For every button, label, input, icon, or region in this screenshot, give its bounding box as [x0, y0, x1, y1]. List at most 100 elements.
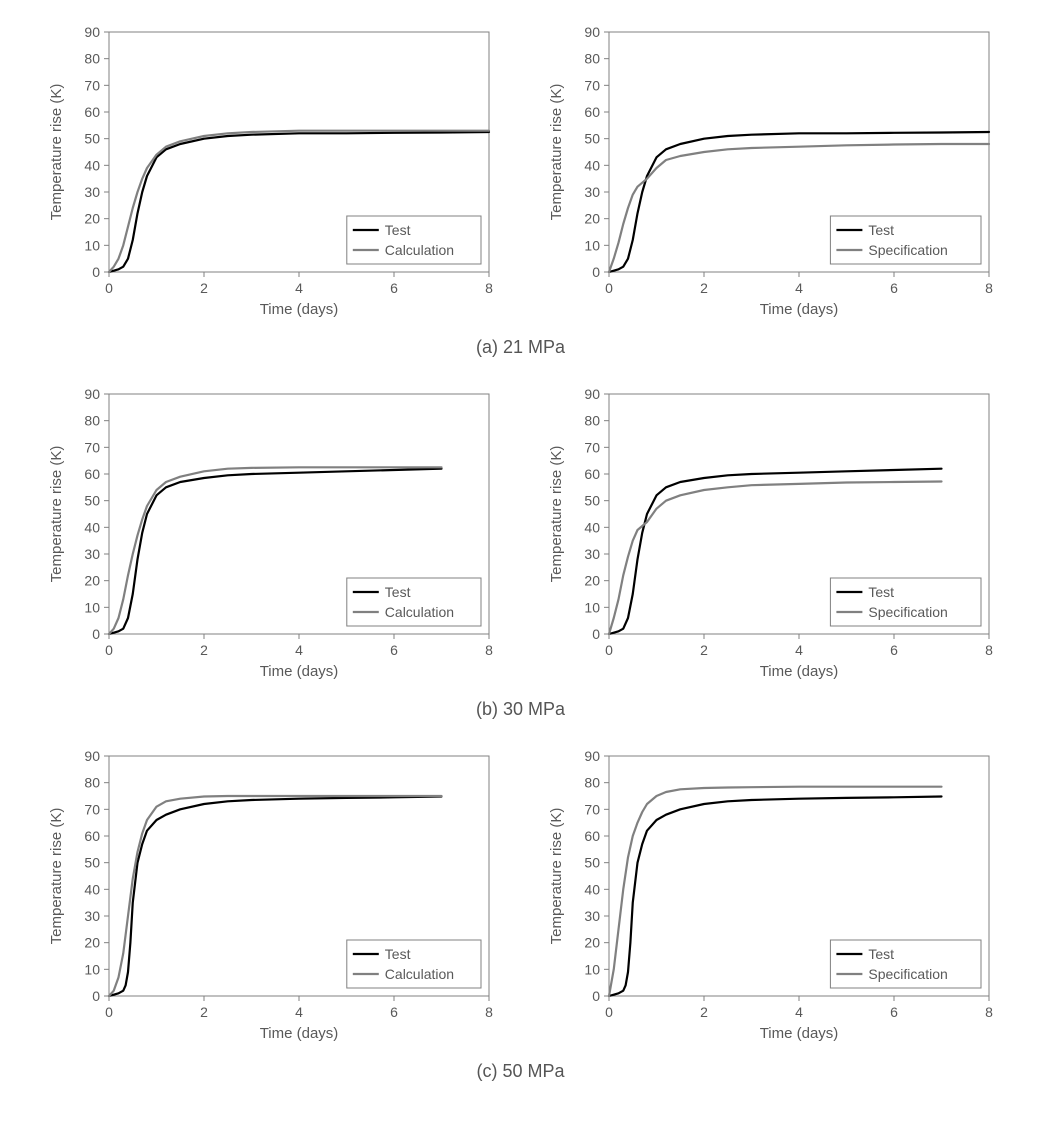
xtick-label: 4	[795, 1004, 803, 1020]
xtick-label: 6	[390, 280, 398, 296]
legend-label: Calculation	[384, 604, 453, 620]
ytick-label: 40	[584, 881, 600, 897]
ytick-label: 70	[584, 801, 600, 817]
ytick-label: 90	[584, 24, 600, 40]
xtick-label: 4	[295, 1004, 303, 1020]
ytick-label: 10	[584, 961, 600, 977]
ytick-label: 50	[84, 855, 100, 871]
ytick-label: 30	[584, 546, 600, 562]
xtick-label: 0	[605, 1004, 613, 1020]
ytick-label: 10	[84, 961, 100, 977]
ytick-label: 80	[84, 413, 100, 429]
chart-panel: 010203040506070809002468Time (days)Tempe…	[541, 382, 1001, 687]
xtick-label: 2	[700, 1004, 708, 1020]
ytick-label: 60	[584, 466, 600, 482]
ytick-label: 10	[584, 237, 600, 253]
yaxis-title: Temperature rise (K)	[548, 808, 565, 945]
xtick-label: 4	[795, 280, 803, 296]
chart-svg: 010203040506070809002468Time (days)Tempe…	[541, 20, 1001, 320]
legend-label: Calculation	[384, 966, 453, 982]
legend: TestSpecification	[830, 940, 981, 988]
ytick-label: 20	[584, 211, 600, 227]
xtick-label: 2	[200, 1004, 208, 1020]
ytick-label: 30	[84, 546, 100, 562]
legend-label: Test	[384, 584, 410, 600]
ytick-label: 30	[584, 184, 600, 200]
xaxis-title: Time (days)	[759, 663, 838, 680]
ytick-label: 0	[592, 264, 600, 280]
ytick-label: 60	[84, 104, 100, 120]
ytick-label: 70	[584, 439, 600, 455]
legend-label: Test	[384, 946, 410, 962]
yaxis-title: Temperature rise (K)	[48, 808, 65, 945]
xtick-label: 8	[485, 280, 493, 296]
ytick-label: 10	[584, 599, 600, 615]
chart-row: 010203040506070809002468Time (days)Tempe…	[20, 20, 1021, 325]
ytick-label: 90	[584, 748, 600, 764]
chart-svg: 010203040506070809002468Time (days)Tempe…	[541, 744, 1001, 1044]
ytick-label: 40	[584, 157, 600, 173]
ytick-label: 50	[584, 131, 600, 147]
xaxis-title: Time (days)	[759, 1025, 838, 1042]
ytick-label: 90	[584, 386, 600, 402]
ytick-label: 30	[84, 184, 100, 200]
xtick-label: 2	[200, 280, 208, 296]
chart-panel: 010203040506070809002468Time (days)Tempe…	[41, 382, 501, 687]
ytick-label: 30	[584, 908, 600, 924]
chart-svg: 010203040506070809002468Time (days)Tempe…	[41, 744, 501, 1044]
ytick-label: 30	[84, 908, 100, 924]
xtick-label: 6	[890, 280, 898, 296]
legend-label: Specification	[868, 966, 947, 982]
ytick-label: 60	[584, 828, 600, 844]
xtick-label: 6	[890, 642, 898, 658]
legend-label: Test	[868, 222, 894, 238]
ytick-label: 80	[584, 413, 600, 429]
legend-label: Specification	[868, 604, 947, 620]
ytick-label: 0	[92, 626, 100, 642]
xtick-label: 0	[105, 280, 113, 296]
yaxis-title: Temperature rise (K)	[48, 446, 65, 583]
ytick-label: 70	[84, 801, 100, 817]
ytick-label: 90	[84, 24, 100, 40]
legend-label: Test	[868, 584, 894, 600]
xtick-label: 6	[390, 642, 398, 658]
xtick-label: 4	[295, 642, 303, 658]
xtick-label: 8	[485, 642, 493, 658]
subfigure-caption: (a) 21 MPa	[20, 337, 1021, 358]
ytick-label: 50	[584, 493, 600, 509]
subfigure-caption: (b) 30 MPa	[20, 699, 1021, 720]
subfigure-caption: (c) 50 MPa	[20, 1061, 1021, 1082]
ytick-label: 70	[584, 77, 600, 93]
ytick-label: 0	[592, 626, 600, 642]
ytick-label: 0	[92, 264, 100, 280]
ytick-label: 80	[584, 51, 600, 67]
ytick-label: 90	[84, 386, 100, 402]
ytick-label: 90	[84, 748, 100, 764]
xtick-label: 4	[795, 642, 803, 658]
ytick-label: 60	[84, 466, 100, 482]
ytick-label: 80	[84, 51, 100, 67]
ytick-label: 70	[84, 77, 100, 93]
ytick-label: 60	[584, 104, 600, 120]
yaxis-title: Temperature rise (K)	[48, 84, 65, 221]
chart-svg: 010203040506070809002468Time (days)Tempe…	[541, 382, 1001, 682]
chart-svg: 010203040506070809002468Time (days)Tempe…	[41, 20, 501, 320]
xtick-label: 8	[985, 1004, 993, 1020]
ytick-label: 40	[84, 157, 100, 173]
ytick-label: 40	[84, 881, 100, 897]
xtick-label: 0	[605, 280, 613, 296]
ytick-label: 40	[84, 519, 100, 535]
ytick-label: 50	[584, 855, 600, 871]
ytick-label: 20	[84, 573, 100, 589]
xtick-label: 8	[985, 280, 993, 296]
xtick-label: 6	[390, 1004, 398, 1020]
ytick-label: 70	[84, 439, 100, 455]
figure-grid: 010203040506070809002468Time (days)Tempe…	[20, 20, 1021, 1098]
ytick-label: 10	[84, 599, 100, 615]
xtick-label: 0	[105, 642, 113, 658]
xtick-label: 0	[605, 642, 613, 658]
yaxis-title: Temperature rise (K)	[548, 446, 565, 583]
yaxis-title: Temperature rise (K)	[548, 84, 565, 221]
ytick-label: 50	[84, 131, 100, 147]
legend-label: Test	[384, 222, 410, 238]
